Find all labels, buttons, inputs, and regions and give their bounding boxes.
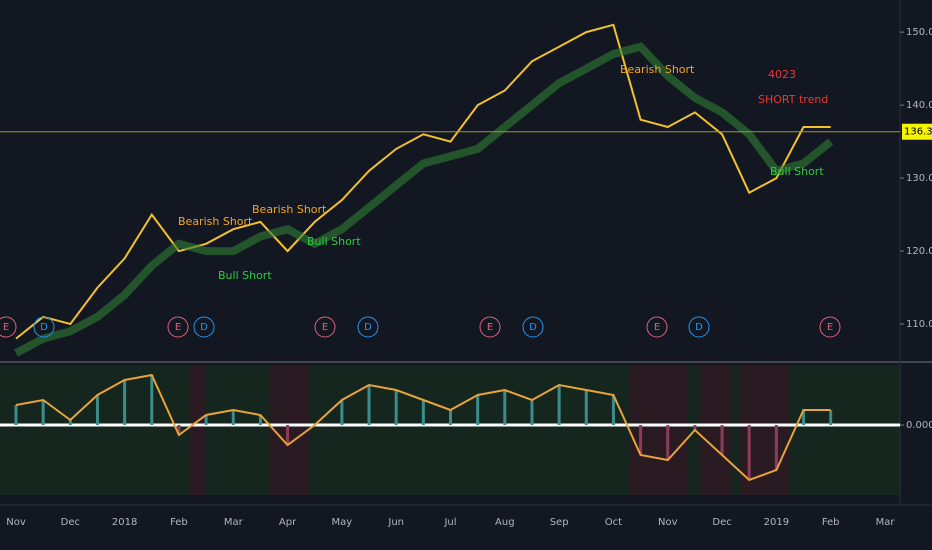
x-tick-label: Feb xyxy=(170,517,188,528)
annotation: Bull Short xyxy=(770,165,824,178)
current-price-box xyxy=(902,123,932,140)
event-label: D xyxy=(364,322,372,333)
x-tick-label: 2018 xyxy=(112,517,137,528)
baseline-line xyxy=(14,42,834,357)
annotation: SHORT trend xyxy=(758,93,828,106)
annotation: Bearish Short xyxy=(620,63,695,76)
event-marker xyxy=(479,316,501,338)
event-label: D xyxy=(695,322,703,333)
price-line xyxy=(15,23,831,340)
y-tick-label: 120.00 xyxy=(906,246,932,257)
x-tick-label: Nov xyxy=(658,517,678,528)
x-tick-label: Dec xyxy=(712,517,731,528)
event-marker xyxy=(193,316,215,338)
x-tick-label: May xyxy=(332,517,353,528)
x-tick-label: Mar xyxy=(224,517,244,528)
annotation: Bull Short xyxy=(218,269,272,282)
osc-background xyxy=(0,365,900,495)
y-tick-label: 140.00 xyxy=(906,100,932,111)
annotation: 4023 xyxy=(768,68,796,81)
x-tick-label: Nov xyxy=(6,517,26,528)
x-tick-label: Oct xyxy=(605,517,622,528)
annotation: Bearish Short xyxy=(252,203,327,216)
annotation: Bull Short xyxy=(307,235,361,248)
annotation: Bearish Short xyxy=(178,215,253,228)
event-marker xyxy=(314,316,336,338)
current-price-label: 136.35 xyxy=(904,127,932,138)
x-tick-label: Mar xyxy=(876,517,896,528)
event-marker xyxy=(522,316,544,338)
event-marker xyxy=(33,316,55,338)
x-tick-label: Feb xyxy=(822,517,840,528)
event-label: D xyxy=(200,322,208,333)
event-label: E xyxy=(175,322,181,333)
y-tick-label: 150.00 xyxy=(906,27,932,38)
event-marker xyxy=(646,316,668,338)
event-marker xyxy=(0,316,17,338)
event-marker xyxy=(688,316,710,338)
y-tick-label: 0.0000 xyxy=(906,420,932,431)
event-label: D xyxy=(40,322,48,333)
x-tick-label: Jun xyxy=(387,517,404,528)
event-label: E xyxy=(3,322,9,333)
event-label: E xyxy=(487,322,493,333)
y-tick-label: 130.00 xyxy=(906,173,932,184)
event-label: D xyxy=(529,322,537,333)
x-tick-label: Aug xyxy=(495,517,515,528)
event-label: E xyxy=(322,322,328,333)
event-marker xyxy=(357,316,379,338)
x-tick-label: 2019 xyxy=(764,517,789,528)
x-tick-label: Apr xyxy=(279,517,297,528)
event-label: E xyxy=(827,322,833,333)
event-marker xyxy=(167,316,189,338)
x-tick-label: Dec xyxy=(61,517,80,528)
event-label: E xyxy=(654,322,660,333)
price-line xyxy=(15,373,831,482)
x-tick-label: Jul xyxy=(443,517,456,528)
x-tick-label: Sep xyxy=(550,517,569,528)
y-tick-label: 110.00 xyxy=(906,319,932,330)
event-marker xyxy=(819,316,841,338)
